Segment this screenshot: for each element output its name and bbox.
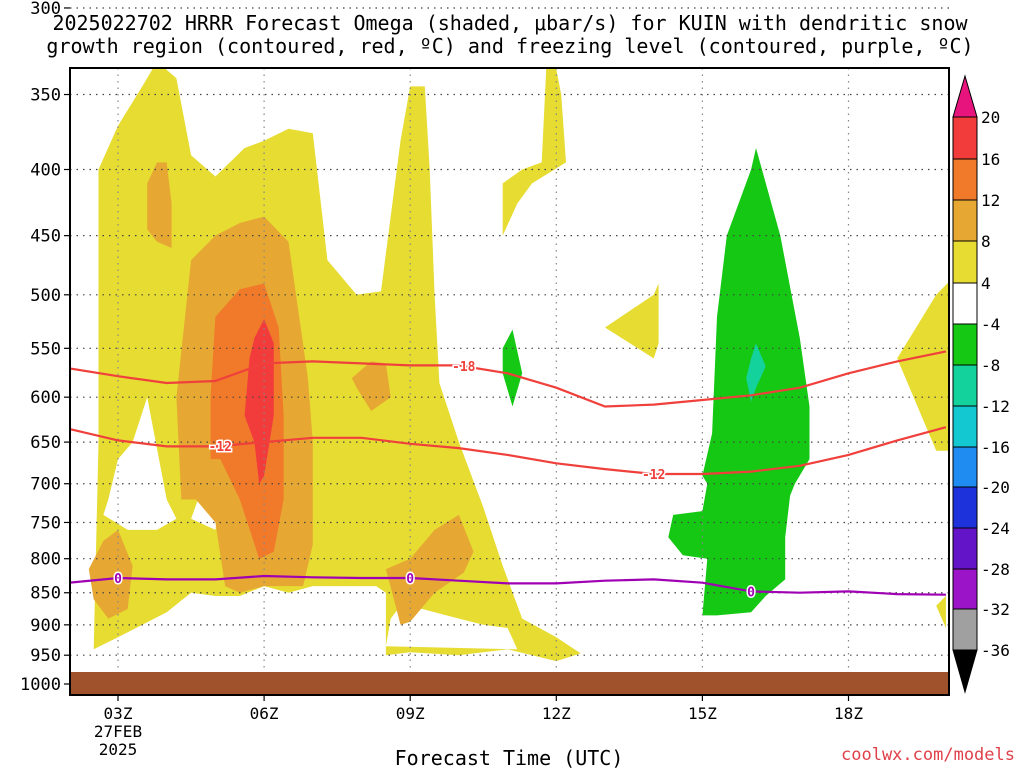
y-tick-label-950: 950 <box>30 646 61 666</box>
colorbar-bin-9 <box>952 486 978 529</box>
colorbar-bin-11 <box>952 568 978 610</box>
dgz-contour-m12-label-0: -12 <box>209 440 232 455</box>
colorbar-bin-5 <box>952 323 978 366</box>
y-tick-label-900: 900 <box>30 616 61 636</box>
x-date-label: 27FEB <box>94 722 142 741</box>
x-tick-label-09Z: 09Z <box>396 704 425 723</box>
colorbar-label-13: -36 <box>981 641 1010 660</box>
grid-lines <box>70 7 949 695</box>
y-tick-label-300: 300 <box>30 0 61 19</box>
y-tick-label-1000: 1000 <box>20 675 61 695</box>
chart-title-line1: 2025022702 HRRR Forecast Omega (shaded, … <box>52 11 968 35</box>
omega-region-10 <box>351 361 391 411</box>
y-tick-label-550: 550 <box>30 339 61 359</box>
colorbar-bin-8 <box>952 446 978 488</box>
y-tick-label-850: 850 <box>30 584 61 604</box>
omega-region-17 <box>746 343 766 402</box>
colorbar-bin-4 <box>952 282 978 325</box>
colorbar-label-7: -12 <box>981 397 1010 416</box>
freezing-contour-0-label-0: 0 <box>114 572 122 587</box>
colorbar-bin-6 <box>952 364 978 407</box>
colorbar: 20 16 12 8 4 -4 -8 -12 -16 -20 -24 -28 -32 -36 <box>952 74 1010 694</box>
colorbar-label-4: 4 <box>981 274 991 293</box>
dgz-contour-m12-line <box>70 426 947 476</box>
omega-region-16 <box>668 148 810 616</box>
ground-surface <box>71 672 949 695</box>
y-tick-label-400: 400 <box>30 161 61 181</box>
y-tick-label-350: 350 <box>30 86 61 106</box>
freezing-contour-0-label-1: 0 <box>406 572 414 587</box>
colorbar-bin-7 <box>952 405 978 448</box>
omega-region-3 <box>897 281 949 451</box>
omega-region-11 <box>88 529 133 619</box>
colorbar-top-arrow <box>952 74 978 118</box>
colorbar-label-6: -8 <box>981 356 1000 375</box>
y-axis: 2503003504004505005506006507007508008509… <box>20 0 70 695</box>
omega-region-2 <box>605 283 659 359</box>
omega-region-5 <box>103 397 177 530</box>
dgz-contour-m12-label-1: -12 <box>642 468 665 483</box>
colorbar-bottom-arrow <box>952 649 978 694</box>
x-axis-title: Forecast Time (UTC) <box>395 746 624 768</box>
colorbar-label-10: -24 <box>981 519 1010 538</box>
colorbar-label-5: -4 <box>981 315 1000 334</box>
x-year-label: 2025 <box>99 740 138 759</box>
omega-shading <box>88 68 949 662</box>
omega-region-4 <box>936 596 946 628</box>
x-tick-label-18Z: 18Z <box>834 704 863 723</box>
colorbar-bin-10 <box>952 527 978 570</box>
y-tick-label-750: 750 <box>30 513 61 533</box>
colorbar-label-12: -32 <box>981 600 1010 619</box>
freezing-contour-0-line <box>70 574 946 596</box>
colorbar-bin-0 <box>952 116 978 160</box>
y-tick-label-600: 600 <box>30 388 61 408</box>
x-axis: 03Z 06Z 09Z 12Z 15Z 18Z <box>104 695 863 723</box>
chart-title-line2: growth region (contoured, red, ºC) and f… <box>46 34 973 58</box>
dgz-contour-m18-line <box>70 350 947 408</box>
colorbar-bin-12 <box>952 608 978 651</box>
colorbar-label-0: 20 <box>981 108 1000 127</box>
y-tick-label-800: 800 <box>30 550 61 570</box>
omega-region-1 <box>502 68 566 236</box>
colorbar-label-2: 12 <box>981 191 1000 210</box>
x-tick-label-15Z: 15Z <box>688 704 717 723</box>
y-tick-label-500: 500 <box>30 286 61 306</box>
x-tick-label-12Z: 12Z <box>542 704 571 723</box>
contour-lines: -18 -12 -12 0 0 0 <box>70 350 947 602</box>
y-tick-label-700: 700 <box>30 475 61 495</box>
x-tick-label-06Z: 06Z <box>250 704 279 723</box>
omega-region-15 <box>502 329 523 407</box>
colorbar-bin-3 <box>952 240 978 284</box>
colorbar-label-11: -28 <box>981 560 1010 579</box>
x-tick-label-03Z: 03Z <box>104 704 133 723</box>
y-tick-label-450: 450 <box>30 227 61 247</box>
colorbar-label-3: 8 <box>981 232 991 251</box>
omega-region-7 <box>385 605 518 650</box>
colorbar-label-9: -20 <box>981 478 1010 497</box>
colorbar-bin-2 <box>952 199 978 242</box>
footer-credit: coolwx.com/models <box>841 745 1015 765</box>
plot-frame <box>69 67 950 696</box>
colorbar-label-8: -16 <box>981 438 1010 457</box>
dgz-contour-m18-label-0: -18 <box>452 360 476 375</box>
colorbar-bin-1 <box>952 158 978 201</box>
omega-region-12 <box>385 514 474 625</box>
freezing-contour-0-label-2: 0 <box>747 585 755 600</box>
colorbar-label-1: 16 <box>981 150 1000 169</box>
y-tick-label-650: 650 <box>30 433 61 453</box>
omega-region-8 <box>147 162 172 248</box>
